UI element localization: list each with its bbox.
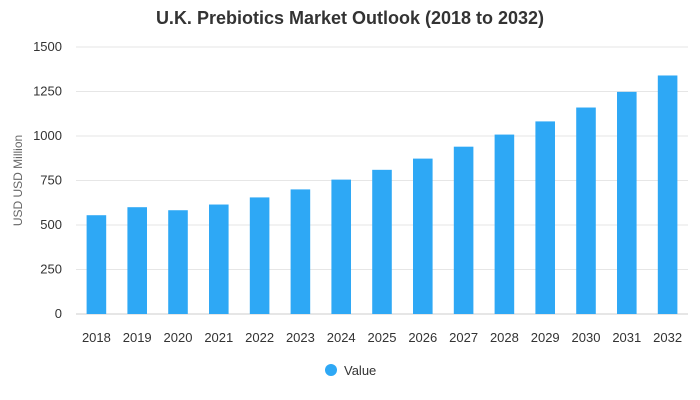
- y-tick-label: 0: [55, 306, 62, 321]
- x-axis: 2018 2019 2020 2021 2022 2023 2024 2025 2026 2027…: [82, 330, 682, 345]
- bar[interactable]: [290, 189, 311, 314]
- bar[interactable]: [617, 91, 637, 314]
- bar[interactable]: [372, 169, 392, 314]
- y-axis: 0 250 500 750 1000 1250 1500: [33, 39, 62, 321]
- y-tick-label: 250: [40, 262, 62, 277]
- bar[interactable]: [413, 158, 433, 314]
- legend[interactable]: Value: [325, 363, 376, 378]
- x-tick-label: 2024: [327, 330, 356, 345]
- x-tick-label: 2026: [408, 330, 437, 345]
- bar[interactable]: [86, 215, 107, 314]
- bar[interactable]: [576, 107, 596, 315]
- x-tick-label: 2031: [612, 330, 641, 345]
- x-tick-label: 2019: [123, 330, 152, 345]
- bars: [86, 75, 678, 315]
- y-tick-label: 1250: [33, 84, 62, 99]
- y-tick-label: 1500: [33, 39, 62, 54]
- legend-marker: [325, 364, 337, 376]
- x-tick-label: 2030: [572, 330, 601, 345]
- y-tick-label: 750: [40, 173, 62, 188]
- bar[interactable]: [657, 75, 678, 314]
- x-tick-label: 2020: [164, 330, 193, 345]
- x-tick-label: 2027: [449, 330, 478, 345]
- y-tick-label: 500: [40, 217, 62, 232]
- chart-title: U.K. Prebiotics Market Outlook (2018 to …: [155, 8, 545, 28]
- bar[interactable]: [331, 179, 351, 314]
- bar[interactable]: [535, 121, 555, 315]
- x-tick-label: 2022: [245, 330, 274, 345]
- legend-label: Value: [344, 363, 376, 378]
- x-tick-label: 2023: [286, 330, 315, 345]
- x-tick-label: 2032: [653, 330, 682, 345]
- y-axis-title: USD USD Million: [11, 135, 25, 226]
- x-tick-label: 2029: [531, 330, 560, 345]
- bar[interactable]: [168, 210, 188, 314]
- x-tick-label: 2018: [82, 330, 111, 345]
- x-tick-label: 2025: [368, 330, 397, 345]
- bar[interactable]: [209, 204, 229, 314]
- bar[interactable]: [249, 197, 270, 314]
- bar[interactable]: [453, 146, 474, 314]
- x-tick-label: 2028: [490, 330, 519, 345]
- bar[interactable]: [127, 207, 147, 314]
- x-tick-label: 2021: [204, 330, 233, 345]
- bar[interactable]: [494, 134, 515, 314]
- y-tick-label: 1000: [33, 128, 62, 143]
